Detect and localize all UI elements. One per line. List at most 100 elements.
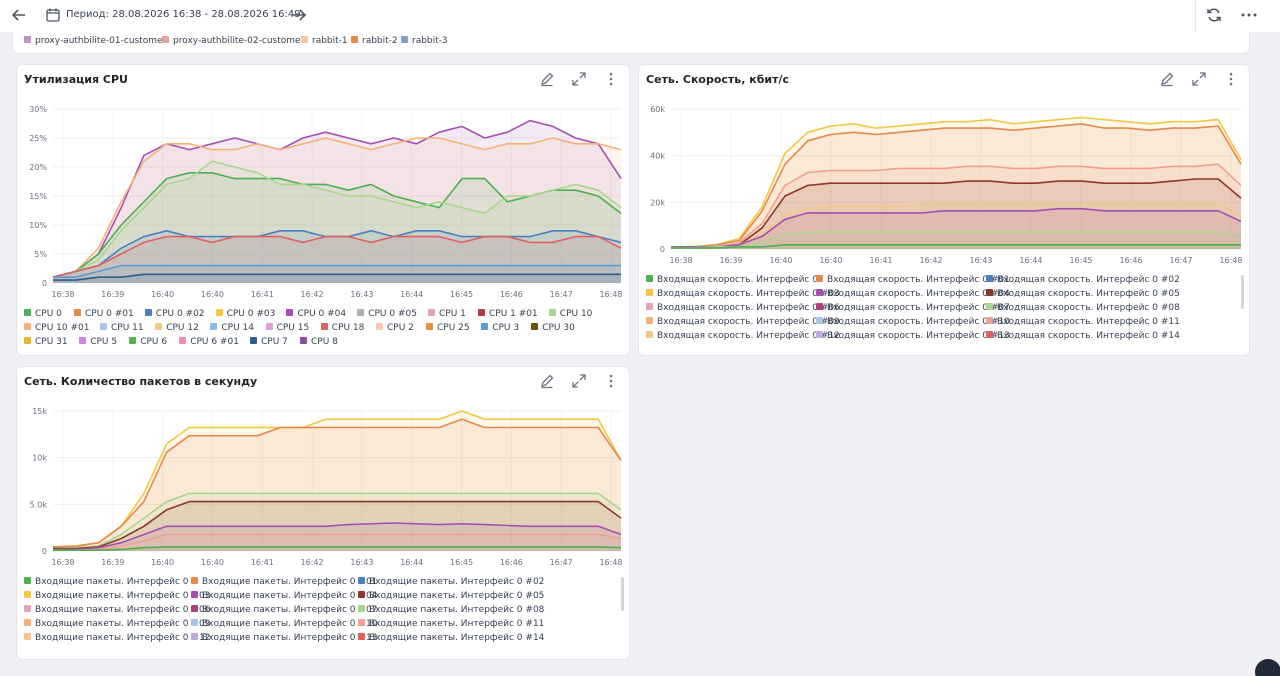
host-legend-item[interactable]: rabbit-1 [301, 36, 348, 46]
legend-item[interactable]: Входящие пакеты. Интерфейс 0 #04 [191, 591, 377, 601]
legend-item[interactable]: Входящая скорость. Интерфейс 0 #01 [816, 275, 1010, 285]
legend-item[interactable]: Входящие пакеты. Интерфейс 0 #07 [191, 605, 377, 615]
series-line [671, 163, 1242, 248]
legend-item[interactable]: CPU 18 [320, 323, 364, 333]
legend-item[interactable]: CPU 2 [376, 323, 414, 333]
legend-item[interactable]: Входящая скорость. Интерфейс 0 #04 [816, 289, 1010, 299]
legend-item[interactable]: CPU 10 #01 [24, 323, 89, 333]
legend-item[interactable]: CPU 8 [300, 337, 338, 347]
legend-item[interactable]: CPU 15 [265, 323, 309, 333]
y-tick-label: 0 [660, 245, 665, 254]
legend-item[interactable]: CPU 0 #02 [144, 309, 205, 319]
legend-item[interactable]: CPU 1 #01 [478, 309, 538, 319]
legend-item[interactable]: Входящие пакеты. Интерфейс 0 #01 [191, 577, 377, 587]
edit-icon[interactable] [539, 373, 555, 389]
legend-item[interactable]: Входящие пакеты. Интерфейс 0 #02 [358, 577, 544, 587]
host-legend-item[interactable]: rabbit-3 [401, 36, 448, 46]
legend-swatch [215, 309, 223, 316]
legend-item[interactable]: CPU 0 #01 [74, 309, 134, 319]
cpu-chart[interactable]: 0 5% 10% 15% 20% 25% 30% 16:38 16:39 16:40 16:40 16… [17, 99, 630, 305]
legend-swatch [986, 331, 993, 338]
legend-swatch [816, 331, 823, 338]
calendar-icon[interactable] [45, 7, 61, 23]
legend-item[interactable]: Входящая скорость. Интерфейс 0 #13 [816, 331, 1010, 341]
legend-item[interactable]: CPU 6 #01 [179, 337, 239, 347]
host-legend-item[interactable]: rabbit-2 [351, 36, 398, 46]
forward-arrow-icon[interactable] [290, 6, 308, 24]
host-legend-item[interactable]: proxy-authbilite-02-customer [162, 36, 304, 46]
legend-item[interactable]: CPU 10 [548, 309, 592, 319]
legend-item[interactable]: Входящая скорость. Интерфейс 0 #06 [646, 303, 840, 313]
legend-item[interactable]: Входящая скорость. Интерфейс 0 #14 [986, 331, 1180, 341]
legend-item[interactable]: Входящие пакеты. Интерфейс 0 #13 [191, 633, 377, 643]
series-line [52, 119, 622, 278]
legend-item[interactable]: Входящие пакеты. Интерфейс 0 #05 [358, 591, 544, 601]
legend-item[interactable]: Входящая скорость. Интерфейс 0 #10 [816, 317, 1010, 327]
network-speed-chart[interactable]: 0 20k 40k 60k 16:38 16:39 16:40 16:40 16:41 16:42… [639, 99, 1250, 271]
legend-item[interactable]: Входящие пакеты. Интерфейс 0 #12 [24, 633, 210, 643]
legend-item[interactable]: Входящая скорость. Интерфейс 0 #07 [816, 303, 1010, 313]
legend-item[interactable]: CPU 25 [426, 323, 470, 333]
legend-item[interactable]: Входящие пакеты. Интерфейс 0 #14 [358, 633, 544, 643]
legend-item[interactable]: Входящая скорость. Интерфейс 0 #09 [646, 317, 840, 327]
legend-item[interactable]: CPU 0 [24, 309, 62, 319]
legend-label: Входящие пакеты. Интерфейс 0 #08 [369, 605, 545, 615]
legend-item[interactable]: CPU 12 [155, 323, 199, 333]
legend-swatch [74, 309, 81, 316]
edit-icon[interactable] [1159, 71, 1175, 87]
legend-label: Входящая скорость. Интерфейс 0 #09 [657, 317, 840, 327]
refresh-icon[interactable] [1205, 6, 1223, 24]
legend-label: CPU 0 #03 [226, 309, 276, 319]
x-tick-label: 16:40 [151, 558, 174, 567]
legend-item[interactable]: CPU 6 [129, 337, 167, 347]
edit-icon[interactable] [539, 71, 555, 87]
legend-item[interactable]: Входящие пакеты. Интерфейс 0 #06 [24, 605, 210, 615]
legend-item[interactable]: Входящая скорость. Интерфейс 0 #02 [986, 275, 1180, 285]
panel-menu-icon[interactable] [603, 373, 619, 389]
legend-item[interactable]: CPU 0 #05 [357, 309, 417, 319]
legend-item[interactable]: CPU 14 [210, 323, 254, 333]
legend-item[interactable]: Входящие пакеты. Интерфейс 0 #10 [191, 619, 377, 629]
legend-scrollbar[interactable] [1241, 275, 1244, 309]
legend-item[interactable]: CPU 31 [24, 337, 68, 347]
legend-item[interactable]: Входящие пакеты. Интерфейс 0 #08 [358, 605, 544, 615]
series-area [671, 117, 1241, 249]
panel-menu-icon[interactable] [603, 71, 619, 87]
legend-scrollbar[interactable] [621, 577, 624, 611]
legend-item[interactable]: Входящая скорость. Интерфейс 0 [646, 275, 818, 285]
legend-item[interactable]: Входящая скорость. Интерфейс 0 #12 [646, 331, 840, 341]
legend-item[interactable]: CPU 0 #03 [215, 309, 276, 319]
legend-label: Входящая скорость. Интерфейс 0 [657, 275, 818, 285]
legend-swatch [548, 309, 556, 316]
expand-icon[interactable] [571, 71, 587, 87]
series-line [671, 203, 1242, 248]
legend-item[interactable]: CPU 5 [79, 337, 117, 347]
legend-item[interactable]: Входящие пакеты. Интерфейс 0 #11 [358, 619, 544, 629]
legend-item[interactable]: Входящая скорость. Интерфейс 0 #03 [646, 289, 840, 299]
more-menu-icon[interactable] [1240, 6, 1258, 24]
legend-label: CPU 3 [492, 323, 520, 333]
legend-item[interactable]: Входящая скорость. Интерфейс 0 #05 [986, 289, 1180, 299]
legend-item[interactable]: Входящая скорость. Интерфейс 0 #08 [986, 303, 1180, 313]
legend-label: CPU 1 [439, 309, 466, 319]
legend-item[interactable]: CPU 11 [100, 323, 144, 333]
period-label[interactable]: Период: 28.08.2026 16:38 - 28.08.2026 16… [66, 9, 301, 20]
legend-item[interactable]: CPU 3 [481, 323, 519, 333]
panel-menu-icon[interactable] [1223, 71, 1239, 87]
expand-icon[interactable] [1191, 71, 1207, 87]
assistant-button[interactable] [1255, 659, 1280, 676]
legend-item[interactable]: Входящие пакеты. Интерфейс 0 #09 [24, 619, 210, 629]
legend-item[interactable]: Входящая скорость. Интерфейс 0 #11 [986, 317, 1180, 327]
x-tick-label: 16:47 [550, 558, 573, 567]
legend-item[interactable]: Входящие пакеты. Интерфейс 0 #03 [24, 591, 210, 601]
legend-item[interactable]: CPU 30 [531, 323, 575, 333]
expand-icon[interactable] [571, 373, 587, 389]
legend-item[interactable]: Входящие пакеты. Интерфейс 0 [24, 577, 189, 587]
legend-item[interactable]: CPU 1 [428, 309, 466, 319]
back-arrow-icon[interactable] [10, 6, 28, 24]
y-tick-label: 25% [29, 134, 47, 143]
legend-item[interactable]: CPU 7 [250, 337, 288, 347]
network-packets-chart[interactable]: 0 5.0k 10k 15k 16:38 16:39 16:40 16:40 16:41 16:4… [17, 401, 630, 573]
legend-item[interactable]: CPU 0 #04 [286, 309, 346, 319]
host-legend-item[interactable]: proxy-authbilite-01-customer [24, 36, 166, 46]
